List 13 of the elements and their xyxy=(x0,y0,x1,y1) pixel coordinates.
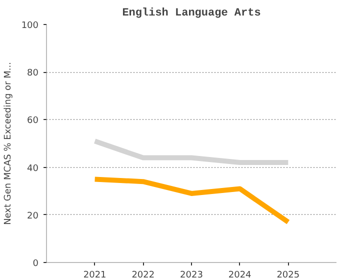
y-tick-label: 100 xyxy=(21,21,39,31)
y-tick-label: 80 xyxy=(27,68,39,79)
y-tick-label: 60 xyxy=(27,116,39,126)
x-tick-label: 2024 xyxy=(228,270,252,280)
x-tick-label: 2021 xyxy=(83,270,106,280)
x-tick-label: 2025 xyxy=(276,270,300,280)
x-tick-label: 2022 xyxy=(132,270,155,280)
chart-title: English Language Arts xyxy=(122,8,261,20)
y-tick-label: 40 xyxy=(27,164,39,174)
y-tick-label: 20 xyxy=(27,211,39,222)
y-tick-label: 0 xyxy=(32,259,39,269)
y-axis-title: Next Gen MCAS % Exceeding or M... xyxy=(3,62,14,225)
x-tick-label: 2023 xyxy=(180,270,203,280)
